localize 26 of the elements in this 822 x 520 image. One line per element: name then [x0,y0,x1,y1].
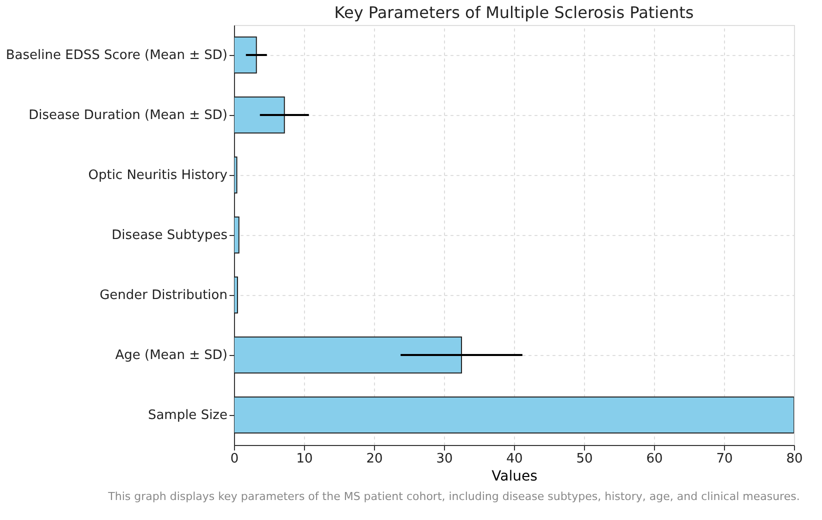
x-tick-label: 0 [230,452,239,466]
bar [234,336,462,374]
bar [234,396,794,434]
bar [234,36,257,74]
x-tick-label: 80 [786,452,803,466]
bar [234,156,238,194]
y-tick-label: Gender Distribution [100,288,228,303]
x-tick-label: 20 [366,452,383,466]
bar [234,216,240,254]
y-tick-label: Sample Size [148,408,228,423]
x-tick-label: 50 [576,452,593,466]
chart-title: Key Parameters of Multiple Sclerosis Patients [334,3,694,22]
x-tick-label: 30 [436,452,453,466]
bar [234,96,285,134]
y-tick-label: Optic Neuritis History [88,168,228,183]
y-tick-label: Age (Mean ± SD) [115,348,228,363]
x-tick-label: 70 [716,452,733,466]
x-tick-label: 40 [506,452,523,466]
x-tick-label: 10 [296,452,313,466]
x-axis-title: Values [492,468,538,484]
y-tick-label: Baseline EDSS Score (Mean ± SD) [6,48,228,63]
x-tick-label: 60 [646,452,663,466]
bar [234,276,238,314]
y-tick-label: Disease Duration (Mean ± SD) [28,108,228,123]
y-tick-label: Disease Subtypes [112,228,228,243]
text: This graph displays key parameters of the MS patient cohort, including disease subtypes, history, age, and clinical measures. [107,490,800,503]
